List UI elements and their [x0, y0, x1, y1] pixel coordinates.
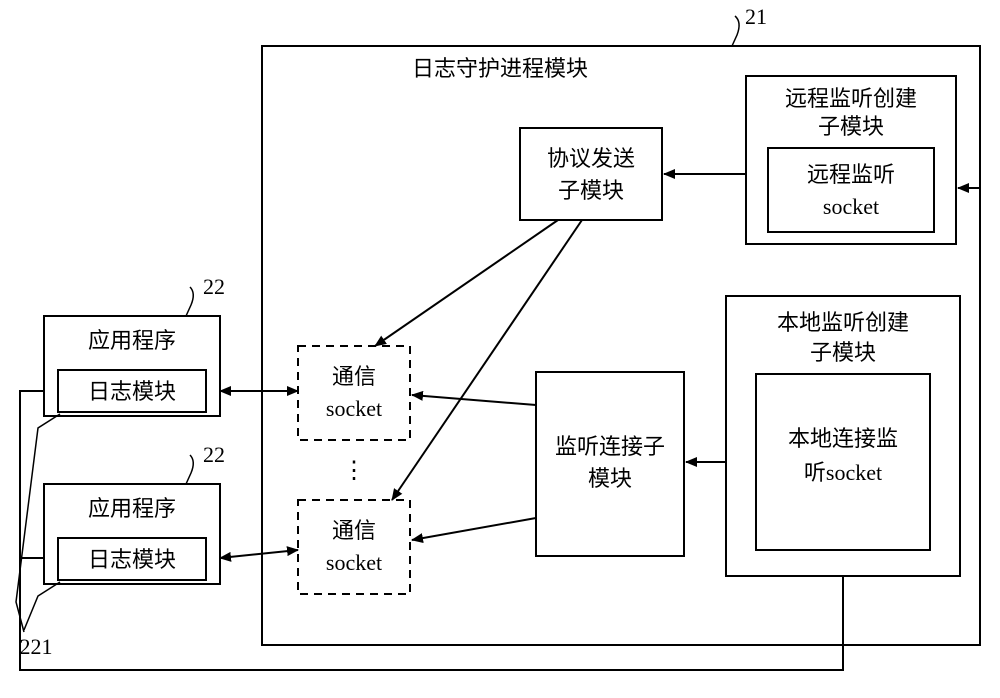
comm-socket-dots: ⋮: [342, 458, 366, 484]
app-bottom-leader: [186, 455, 193, 484]
app-top-number: 22: [203, 274, 225, 299]
remote-listen-create-title-2: 子模块: [818, 114, 884, 139]
remote-listen-create-title-1: 远程监听创建: [785, 86, 917, 111]
app-top-leader: [186, 287, 193, 316]
app-bottom-logmod-title: 日志模块: [88, 547, 176, 572]
comm-socket-top-box: [298, 346, 410, 440]
edge-leader-11: [16, 414, 60, 632]
comm-socket-top-title-1: 通信: [332, 364, 376, 389]
comm-socket-bottom-title-2: socket: [326, 550, 382, 575]
daemon-number: 21: [745, 4, 767, 29]
remote-listen-socket-title-1: 远程监听: [807, 162, 895, 187]
app-top-logmod-title: 日志模块: [88, 379, 176, 404]
app-bottom-number: 22: [203, 442, 225, 467]
local-listen-create-title-1: 本地监听创建: [777, 310, 909, 335]
app-bottom-title: 应用程序: [88, 496, 176, 521]
protocol-send-title-2: 子模块: [558, 178, 624, 203]
comm-socket-bottom-box: [298, 500, 410, 594]
daemon-title: 日志守护进程模块: [412, 56, 588, 81]
edge-double-8: [220, 550, 298, 558]
listen-connect-title-2: 模块: [588, 466, 632, 491]
edge-leader-12: [24, 582, 60, 630]
protocol-send-box: [520, 128, 662, 220]
listen-connect-title-1: 监听连接子: [555, 434, 665, 459]
local-listen-socket-title-1: 本地连接监: [788, 426, 898, 451]
edge-arrow-5: [412, 395, 536, 405]
local-listen-create-title-2: 子模块: [810, 340, 876, 365]
edge-arrow-6: [412, 518, 536, 540]
edge-arrow-3: [392, 220, 582, 500]
listen-connect-box: [536, 372, 684, 556]
edge-line-9: [20, 391, 843, 670]
diagram-canvas: 日志守护进程模块21远程监听创建子模块远程监听socket协议发送子模块本地监听…: [0, 0, 1000, 698]
comm-socket-bottom-title-1: 通信: [332, 518, 376, 543]
remote-listen-socket-title-2: socket: [823, 194, 879, 219]
edge-arrow-2: [375, 220, 558, 346]
comm-socket-top-title-2: socket: [326, 396, 382, 421]
app-top-title: 应用程序: [88, 328, 176, 353]
local-listen-socket-title-2: 听socket: [804, 460, 882, 485]
remote-listen-socket-box: [768, 148, 934, 232]
daemon-leader: [732, 16, 739, 46]
protocol-send-title-1: 协议发送: [547, 146, 635, 171]
